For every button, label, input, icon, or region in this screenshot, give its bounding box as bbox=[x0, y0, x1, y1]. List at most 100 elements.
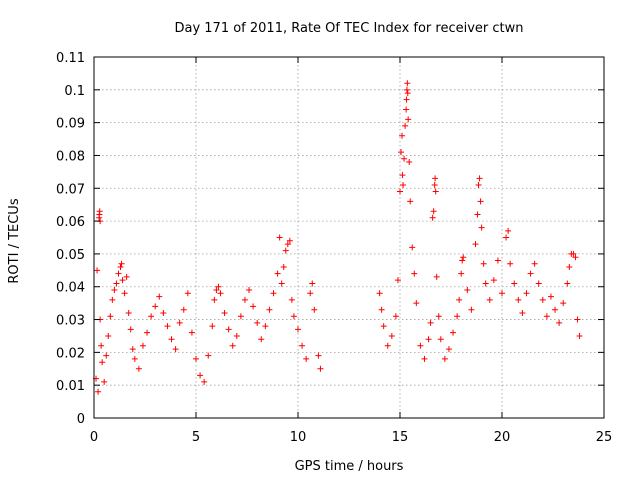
data-point bbox=[519, 309, 526, 316]
data-point bbox=[403, 96, 410, 103]
data-point bbox=[431, 181, 438, 188]
data-point bbox=[576, 332, 583, 339]
y-tick-label: 0.05 bbox=[56, 248, 85, 263]
x-tick-label: 5 bbox=[192, 430, 200, 445]
data-point bbox=[543, 313, 550, 320]
data-point bbox=[115, 270, 122, 277]
data-point bbox=[95, 388, 102, 395]
data-point bbox=[125, 309, 132, 316]
data-point bbox=[409, 244, 416, 251]
data-point bbox=[552, 306, 559, 313]
data-point bbox=[411, 270, 418, 277]
data-points bbox=[93, 80, 583, 395]
data-point bbox=[193, 355, 199, 362]
data-point bbox=[456, 296, 463, 303]
data-point bbox=[286, 237, 293, 244]
data-point bbox=[547, 293, 554, 300]
data-point bbox=[101, 378, 108, 385]
x-tick-label: 20 bbox=[494, 430, 511, 445]
data-point bbox=[376, 290, 383, 297]
data-point bbox=[406, 159, 413, 166]
data-point bbox=[250, 303, 257, 310]
data-point bbox=[317, 365, 324, 372]
data-point bbox=[556, 319, 563, 326]
data-point bbox=[225, 326, 232, 333]
data-point bbox=[384, 342, 391, 349]
data-point bbox=[433, 273, 440, 280]
data-point bbox=[482, 280, 489, 287]
data-point bbox=[121, 290, 128, 297]
data-point bbox=[282, 247, 289, 254]
data-point bbox=[307, 290, 314, 297]
data-point bbox=[278, 280, 285, 287]
data-point bbox=[566, 264, 573, 271]
data-point bbox=[572, 254, 579, 261]
data-point bbox=[480, 260, 487, 267]
plot-frame bbox=[93, 56, 605, 419]
data-point bbox=[152, 303, 159, 310]
data-point bbox=[241, 296, 248, 303]
data-point bbox=[205, 352, 212, 359]
data-point bbox=[201, 378, 208, 385]
data-point bbox=[475, 181, 482, 188]
y-tick-label: 0.1 bbox=[64, 84, 85, 99]
data-point bbox=[217, 290, 224, 297]
data-point bbox=[303, 355, 310, 362]
data-point bbox=[472, 241, 479, 248]
data-point bbox=[476, 175, 483, 182]
data-point bbox=[460, 254, 467, 261]
data-point bbox=[131, 355, 138, 362]
data-point bbox=[413, 300, 420, 307]
data-point bbox=[123, 273, 130, 280]
data-point bbox=[430, 208, 437, 215]
data-point bbox=[486, 296, 493, 303]
data-point bbox=[129, 346, 136, 353]
x-tick-label: 25 bbox=[596, 430, 613, 445]
x-tick-label: 10 bbox=[290, 430, 307, 445]
data-point bbox=[118, 260, 125, 267]
data-point bbox=[401, 155, 408, 162]
data-point bbox=[105, 332, 112, 339]
data-point bbox=[172, 346, 179, 353]
data-point bbox=[184, 290, 191, 297]
data-point bbox=[478, 224, 485, 231]
data-point bbox=[176, 319, 183, 326]
data-point bbox=[494, 257, 501, 264]
data-point bbox=[98, 342, 105, 349]
data-point bbox=[139, 342, 146, 349]
data-point bbox=[246, 287, 253, 294]
y-tick-label: 0.09 bbox=[56, 117, 85, 132]
data-point bbox=[490, 277, 497, 284]
data-point bbox=[258, 336, 265, 343]
data-point bbox=[233, 332, 240, 339]
data-point bbox=[404, 90, 411, 97]
data-point bbox=[507, 260, 514, 267]
y-tick-label: 0.04 bbox=[56, 281, 85, 296]
data-point bbox=[107, 313, 114, 320]
chart-title: Day 171 of 2011, Rate Of TEC Index for r… bbox=[174, 21, 523, 36]
data-point bbox=[168, 336, 175, 343]
data-point bbox=[400, 181, 407, 188]
data-point bbox=[399, 132, 406, 139]
data-point bbox=[96, 208, 103, 215]
data-point bbox=[117, 264, 124, 271]
data-point bbox=[441, 355, 448, 362]
data-point bbox=[403, 86, 410, 93]
data-point bbox=[188, 329, 195, 336]
data-point bbox=[215, 283, 222, 290]
x-tick-label: 15 bbox=[392, 430, 409, 445]
data-point bbox=[397, 188, 403, 195]
data-point bbox=[113, 280, 120, 287]
data-point bbox=[262, 323, 269, 330]
data-point bbox=[229, 342, 236, 349]
data-point bbox=[459, 257, 466, 264]
data-point bbox=[148, 313, 155, 320]
data-point bbox=[515, 296, 522, 303]
data-point bbox=[209, 323, 216, 330]
data-point bbox=[280, 264, 287, 271]
y-tick-label: 0.01 bbox=[56, 379, 85, 394]
data-point bbox=[315, 352, 322, 359]
data-point bbox=[403, 106, 410, 113]
data-point bbox=[402, 122, 409, 129]
data-point bbox=[527, 270, 534, 277]
